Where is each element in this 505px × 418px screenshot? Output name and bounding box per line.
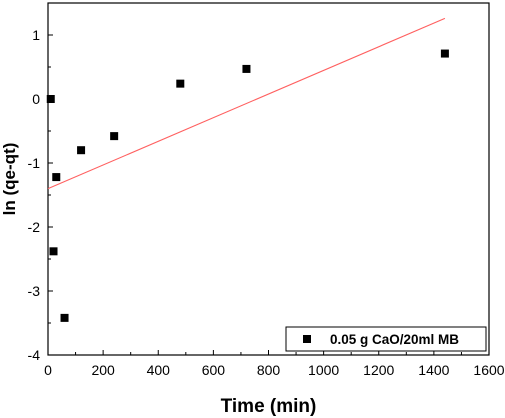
data-point (60, 313, 69, 322)
plot-area (46, 2, 490, 356)
x-tick-label: 600 (202, 362, 226, 378)
y-axis: -4 -3 -2 -1 0 1 (28, 27, 53, 363)
data-points-layer (46, 49, 449, 322)
y-tick-label: 1 (32, 27, 40, 43)
legend-marker-square (303, 335, 311, 343)
legend: 0.05 g CaO/20ml MB (285, 326, 487, 352)
x-tick-label: 800 (257, 362, 281, 378)
x-axis: 0 200 400 600 800 1000 1200 1400 1600 (44, 350, 505, 378)
y-tick-label: -1 (28, 155, 41, 171)
data-point (110, 132, 119, 141)
legend-label: 0.05 g CaO/20ml MB (330, 332, 459, 347)
data-point (242, 64, 251, 73)
x-tick-label: 400 (147, 362, 171, 378)
data-point (440, 49, 449, 58)
fit-line-layer (47, 17, 446, 190)
y-tick-label: -4 (28, 347, 41, 363)
data-point (52, 173, 61, 182)
linear-fit-line (47, 17, 446, 190)
y-tick-label: -2 (28, 219, 41, 235)
x-tick-label: 1600 (473, 362, 504, 378)
y-tick-label: 0 (32, 91, 40, 107)
x-tick-label: 0 (44, 362, 52, 378)
data-point (49, 247, 58, 256)
data-point (77, 146, 86, 155)
legend-box (285, 326, 487, 352)
data-point (176, 79, 185, 88)
x-axis-title: Time (min) (221, 396, 317, 417)
plot-frame (47, 2, 490, 356)
x-tick-label: 200 (91, 362, 115, 378)
y-tick-label: -3 (28, 283, 41, 299)
y-axis-title: ln (qe-qt) (0, 143, 19, 216)
x-tick-label: 1400 (418, 362, 449, 378)
x-tick-label: 1000 (308, 362, 339, 378)
x-tick-label: 1200 (363, 362, 394, 378)
